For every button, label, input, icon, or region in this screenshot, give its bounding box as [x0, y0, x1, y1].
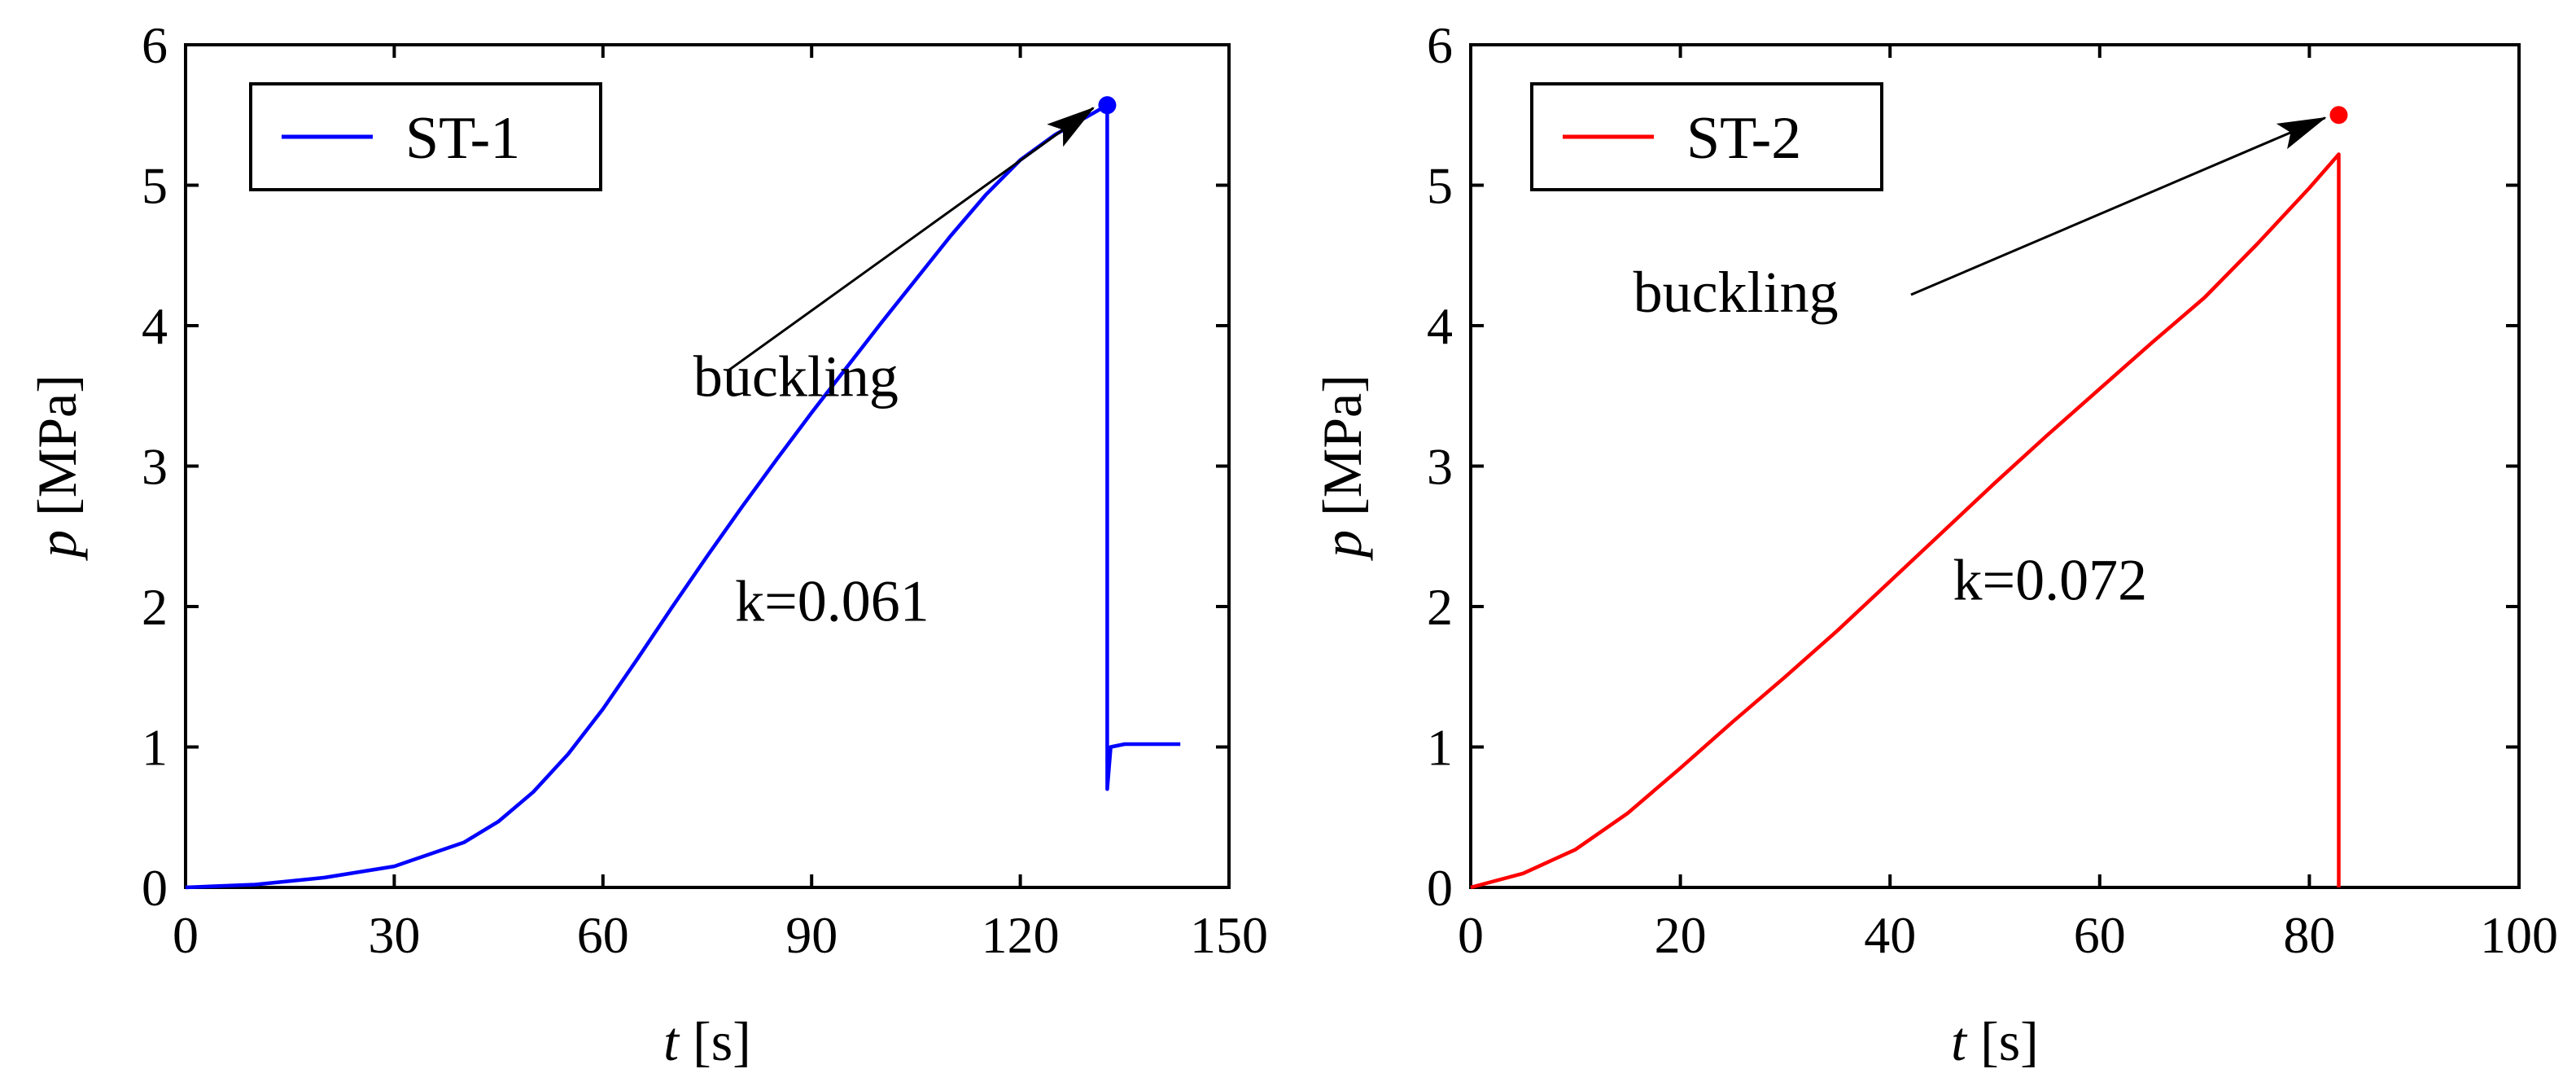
buckling-arrow	[727, 107, 1095, 372]
legend-label: ST-2	[1686, 105, 1801, 172]
x-tick-label: 150	[1190, 906, 1268, 964]
y-tick-label: 1	[1427, 719, 1453, 777]
y-tick-label: 4	[142, 297, 168, 355]
buckling-annotation: buckling	[1634, 260, 1839, 325]
series-line-st-2	[1470, 152, 2341, 890]
x-tick-label: 60	[2074, 906, 2126, 964]
legend-label: ST-1	[405, 105, 520, 172]
x-tick-label: 100	[2480, 906, 2558, 964]
x-axis-label: t [s]	[663, 1010, 751, 1072]
slope-annotation: k=0.061	[735, 568, 929, 633]
x-tick-label: 120	[982, 906, 1060, 964]
y-tick-label: 6	[142, 16, 168, 74]
y-tick-label: 4	[1427, 297, 1453, 355]
x-axis-variable: t	[663, 1010, 680, 1072]
y-axis-unit: [MPa]	[26, 375, 88, 530]
x-tick-label: 0	[1458, 906, 1484, 964]
y-tick-label: 1	[142, 719, 168, 777]
y-tick-label: 6	[1427, 16, 1453, 74]
series-line-st-1	[185, 103, 1181, 890]
x-axis-unit: [s]	[1966, 1010, 2039, 1072]
y-tick-label: 5	[1427, 157, 1453, 215]
buckling-point-marker	[1098, 96, 1117, 115]
x-tick-label: 80	[2283, 906, 2335, 964]
y-tick-label: 0	[1427, 859, 1453, 917]
y-tick-label: 2	[1427, 578, 1453, 636]
y-axis-label: p [MPa]	[1311, 375, 1373, 561]
y-axis-unit: [MPa]	[1311, 375, 1373, 530]
y-axis-variable: p	[1311, 530, 1373, 561]
y-tick-label: 3	[142, 438, 168, 496]
buckling-point-marker	[2329, 106, 2348, 125]
x-tick-label: 0	[173, 906, 199, 964]
x-axis-variable: t	[1951, 1010, 1968, 1072]
x-tick-label: 20	[1655, 906, 1707, 964]
y-axis-variable: p	[26, 530, 88, 561]
x-tick-label: 60	[577, 906, 629, 964]
x-tick-label: 30	[368, 906, 420, 964]
y-tick-label: 0	[142, 859, 168, 917]
x-axis-label: t [s]	[1951, 1010, 2039, 1072]
slope-annotation: k=0.072	[1953, 547, 2147, 612]
y-tick-label: 5	[142, 157, 168, 215]
chart-st1: 0 30 60 90 120 150 0 1 2 3 4 5 6 t [s] p [MPa] buckling…	[26, 16, 1268, 1072]
buckling-arrow	[1910, 116, 2327, 296]
buckling-annotation: buckling	[693, 344, 899, 409]
chart-st2: 0 20 40 60 80 100 0 1 2 3 4 5 6 t [s] p [MPa] buckling k…	[1311, 16, 2558, 1072]
x-tick-label: 90	[785, 906, 838, 964]
x-tick-label: 40	[1864, 906, 1916, 964]
x-axis-unit: [s]	[679, 1010, 751, 1072]
y-tick-label: 2	[142, 578, 168, 636]
legend-box	[249, 82, 602, 191]
y-tick-label: 3	[1427, 438, 1453, 496]
y-axis-label: p [MPa]	[26, 375, 88, 561]
